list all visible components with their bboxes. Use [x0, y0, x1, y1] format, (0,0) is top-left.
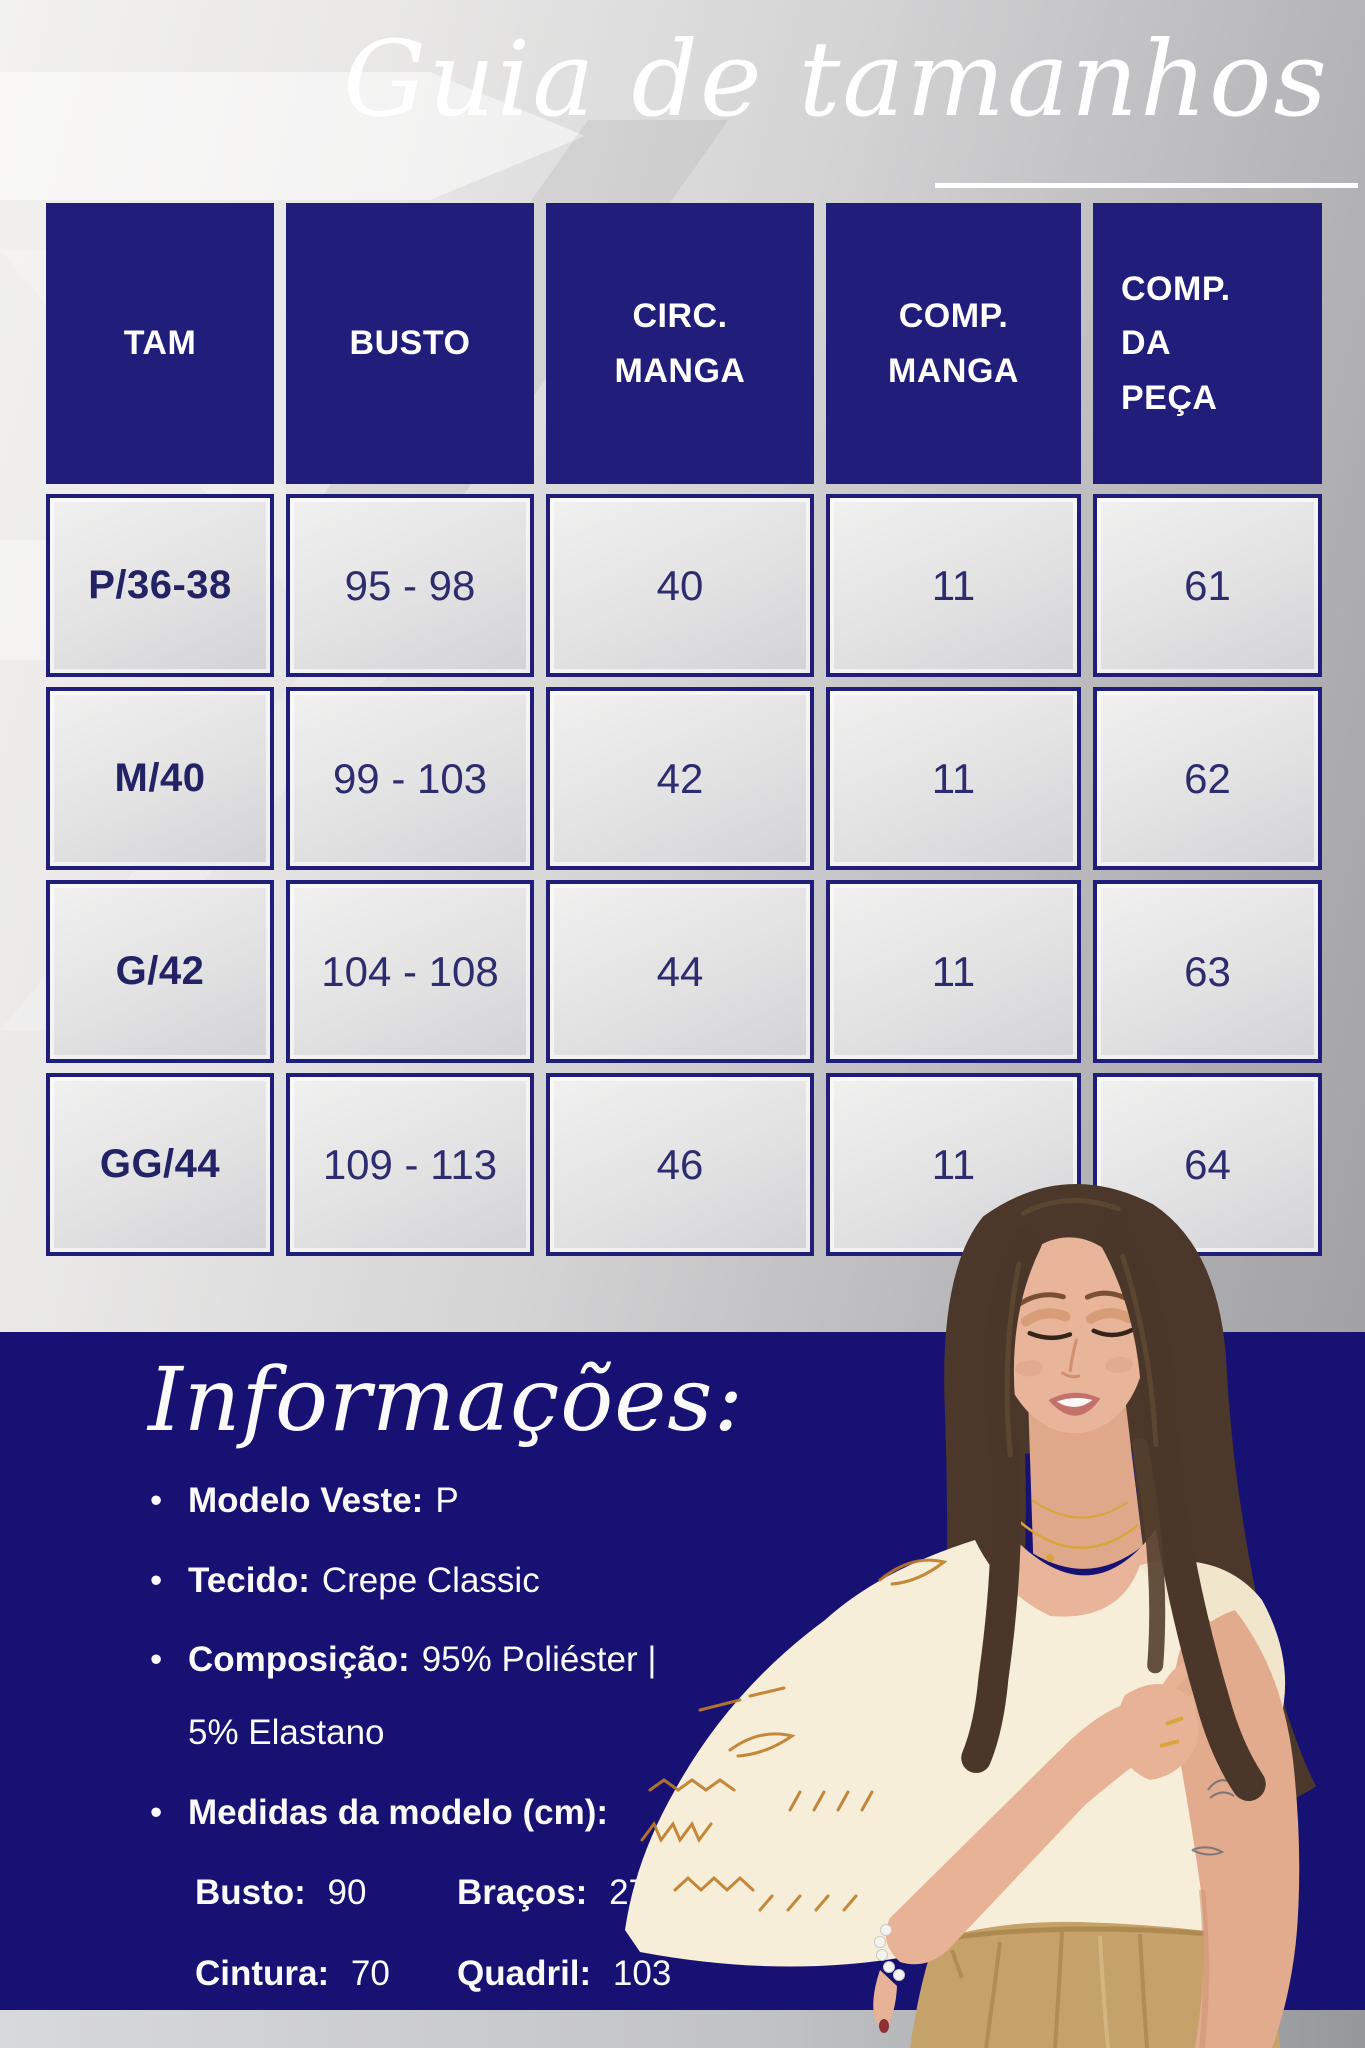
model-photo	[625, 1183, 1317, 2048]
cell-circ-manga: 40	[546, 494, 814, 677]
item-value: Crepe Classic	[321, 1560, 540, 1600]
list-item: • Composição: 95% Poliéster |	[150, 1640, 790, 1680]
item-value: 95% Poliéster |	[421, 1640, 657, 1679]
measure-value: 90	[327, 1873, 367, 1912]
cell-busto: 109 - 113	[286, 1073, 534, 1256]
size-table: TAM BUSTO CIRC. MANGA COMP. MANGA COMP. …	[46, 203, 1322, 1256]
bullet-icon: •	[150, 1792, 163, 1832]
bullet-icon: •	[150, 1481, 163, 1520]
column-header-busto: BUSTO	[286, 203, 534, 484]
column-header-comp-manga: COMP. MANGA	[826, 203, 1081, 484]
cell-comp-manga: 11	[826, 687, 1081, 870]
list-item: • Tecido: Crepe Classic	[150, 1560, 790, 1601]
title-underline-decoration	[935, 183, 1358, 188]
measure-label: Cintura:	[195, 1954, 330, 1993]
info-title: Informações:	[148, 1348, 745, 1451]
cell-tam: G/42	[46, 880, 274, 1063]
cell-busto: 95 - 98	[286, 494, 534, 677]
item-label: Tecido:	[188, 1560, 310, 1600]
measure-label: Busto:	[195, 1873, 306, 1912]
cell-comp-manga: 11	[826, 494, 1081, 677]
column-header-circ-manga: CIRC. MANGA	[546, 203, 814, 484]
page-title: Guia de tamanhos	[343, 18, 1329, 140]
cell-tam: P/36-38	[46, 494, 274, 677]
column-header-comp-da-peca: COMP. DA PEÇA	[1093, 203, 1322, 484]
list-item: • Medidas da modelo (cm):	[150, 1792, 790, 1833]
item-label: Medidas da modelo (cm):	[188, 1792, 609, 1832]
cell-circ-manga: 44	[546, 880, 814, 1063]
measurements-row: Cintura: 70 Quadril: 103	[195, 1954, 790, 1994]
cell-comp-da-peca: 61	[1093, 494, 1322, 677]
measure-label: Quadril:	[457, 1954, 592, 1993]
measure-value: 103	[612, 1954, 672, 1993]
cell-comp-da-peca: 62	[1093, 687, 1322, 870]
cell-busto: 99 - 103	[286, 687, 534, 870]
cell-busto: 104 - 108	[286, 880, 534, 1063]
list-item: • Modelo Veste: P	[150, 1481, 790, 1521]
item-value: P	[435, 1481, 459, 1520]
measure-label: Braços:	[457, 1873, 588, 1912]
cell-comp-manga: 11	[826, 880, 1081, 1063]
cell-circ-manga: 46	[546, 1073, 814, 1256]
item-label: Composição:	[188, 1640, 410, 1679]
item-label: Modelo Veste:	[188, 1481, 424, 1520]
measurements-row: Busto: 90 Braços: 27	[195, 1873, 790, 1913]
measure-value: 70	[350, 1954, 390, 1993]
cell-comp-da-peca: 63	[1093, 880, 1322, 1063]
bullet-icon: •	[150, 1560, 163, 1600]
cell-tam: GG/44	[46, 1073, 274, 1256]
bullet-icon: •	[150, 1640, 163, 1679]
cell-tam: M/40	[46, 687, 274, 870]
item-value-continuation: 5% Elastano	[188, 1712, 385, 1752]
info-list: • Modelo Veste: P • Tecido: Crepe Classi…	[150, 1481, 790, 2035]
cell-circ-manga: 42	[546, 687, 814, 870]
column-header-tam: TAM	[46, 203, 274, 484]
cell-comp-manga: 11	[826, 1073, 1081, 1256]
